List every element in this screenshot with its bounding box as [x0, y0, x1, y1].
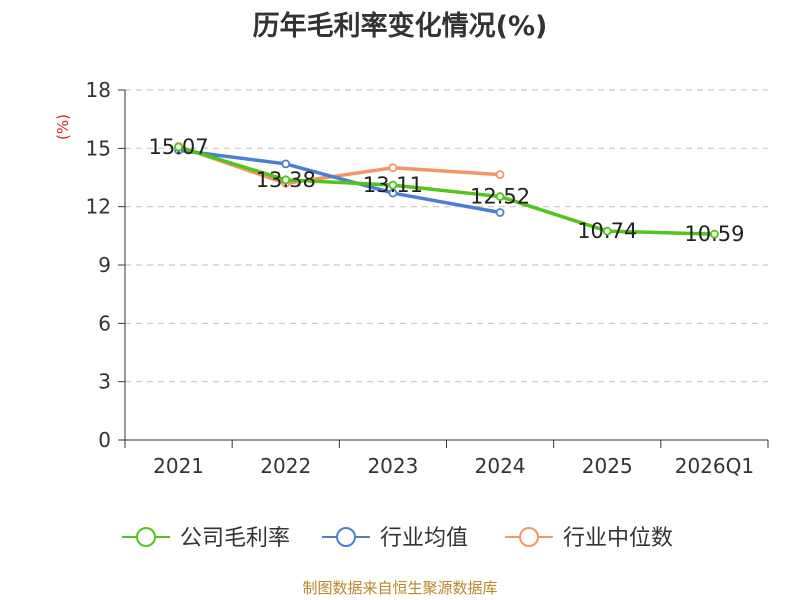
data-labels: 15.07 13.38 13.11 12.52 10.74 10.59 — [149, 135, 745, 246]
legend-label: 行业均值 — [380, 526, 468, 551]
data-point — [388, 188, 398, 198]
y-axis-label: (%) — [54, 114, 72, 140]
data-point — [495, 208, 505, 217]
chart-title: 历年毛利率变化情况(%) — [252, 11, 548, 42]
data-point — [281, 159, 291, 169]
legend-marker — [136, 527, 156, 547]
y-tick-label: 0 — [98, 428, 111, 452]
data-label: 13.38 — [256, 168, 316, 192]
source-note: 制图数据来自恒生聚源数据库 — [302, 579, 498, 597]
series-line — [178, 148, 501, 215]
y-tick-label: 3 — [98, 370, 111, 394]
data-label: 13.11 — [363, 173, 423, 197]
x-tick-label: 2026Q1 — [675, 454, 754, 478]
x-tick-label: 2024 — [475, 454, 526, 478]
data-point — [495, 170, 505, 179]
series-lines — [178, 144, 715, 236]
y-tick-label: 18 — [86, 78, 111, 102]
data-label: 15.07 — [149, 135, 209, 159]
data-label: 10.59 — [684, 222, 744, 246]
y-tick-label: 12 — [86, 195, 111, 219]
x-tick-label: 2021 — [153, 454, 204, 478]
y-tick-label: 6 — [98, 311, 111, 335]
axes: 0 3 6 9 12 15 18 2021 2022 2023 2024 2025 2026Q1 (%) — [54, 78, 769, 478]
legend: 公司毛利率 行业均值 行业中位数 — [122, 526, 673, 551]
data-point — [602, 226, 612, 236]
data-point — [495, 192, 505, 201]
data-point — [388, 163, 398, 173]
data-point — [281, 175, 291, 185]
legend-marker — [336, 527, 356, 547]
data-point — [710, 229, 719, 239]
legend-label: 公司毛利率 — [180, 526, 290, 551]
x-tick-label: 2022 — [260, 454, 311, 478]
y-tick-label: 15 — [86, 136, 111, 160]
legend-marker — [519, 527, 539, 547]
series-line — [178, 145, 715, 236]
x-tick-label: 2023 — [367, 454, 418, 478]
grid-lines — [125, 89, 768, 383]
x-tick-label: 2025 — [582, 454, 633, 478]
series-points — [174, 141, 719, 239]
legend-label: 行业中位数 — [563, 526, 673, 551]
data-point — [388, 180, 398, 190]
y-tick-label: 9 — [98, 253, 111, 277]
data-point — [174, 142, 183, 152]
data-label: 10.74 — [577, 219, 637, 243]
data-label: 12.52 — [470, 185, 530, 209]
